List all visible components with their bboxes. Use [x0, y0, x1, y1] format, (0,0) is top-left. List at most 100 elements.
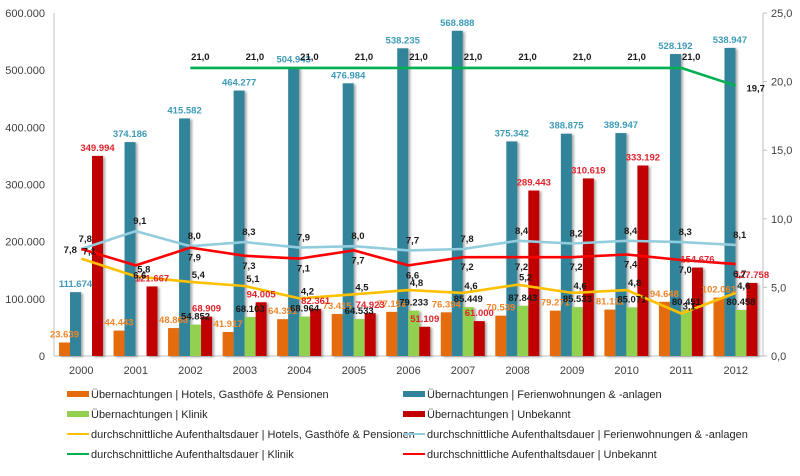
- bar-series-1-2012: [724, 47, 736, 356]
- left-axis-tick-label: 300.000: [5, 180, 45, 192]
- x-axis-tick-label: 2006: [396, 365, 420, 377]
- x-axis-tick-label: 2001: [124, 365, 148, 377]
- bar-series-1-2004: [288, 67, 300, 357]
- bar-series-0-2009: [549, 310, 561, 356]
- line-data-label: 7,0: [679, 265, 692, 276]
- line-data-label: 7,2: [570, 262, 583, 273]
- bar-data-label: 79.233: [399, 298, 428, 309]
- right-axis-tick-label: 20,0: [771, 77, 792, 89]
- line-data-label: 8,0: [351, 231, 364, 242]
- left-axis-tick-label: 500.000: [5, 65, 45, 77]
- bar-data-label: 68.103: [236, 304, 265, 315]
- x-axis-tick-label: 2000: [69, 365, 93, 377]
- line-data-label: 6,6: [133, 270, 146, 281]
- bar-series-2-2011: [680, 310, 692, 356]
- bar-data-label: 82.361: [301, 296, 331, 307]
- line-data-label: 7,7: [351, 255, 364, 266]
- bar-data-label: 374.186: [113, 129, 147, 140]
- legend-swatch-bar: [403, 391, 425, 397]
- right-axis-tick-label: 0,0: [771, 351, 786, 363]
- line-data-label: 9,1: [133, 216, 147, 227]
- legend-item[interactable]: Übernachtungen | Klinik: [67, 409, 208, 421]
- bar-data-label: 79.271: [541, 298, 571, 309]
- line-data-label: 5,4: [192, 270, 206, 281]
- line-data-label: 19,7: [746, 84, 765, 95]
- legend-item[interactable]: durchschnittliche Aufenthaltsdauer | Hot…: [67, 429, 415, 441]
- lines: [80, 66, 737, 315]
- bar-data-label: 528.192: [658, 41, 692, 52]
- bar-data-label: 94.005: [247, 289, 277, 300]
- bar-series-2-2003: [244, 317, 256, 356]
- bar-data-label: 333.192: [626, 153, 660, 164]
- bar-series-1-2000: [70, 292, 81, 356]
- line-data-label: 21,0: [246, 52, 265, 63]
- line-data-label: 7,2: [515, 262, 528, 273]
- line-series-5: [80, 229, 736, 252]
- bar-series-0-2006: [386, 311, 398, 356]
- legend: Übernachtungen | Hotels, Gasthöfe & Pens…: [67, 389, 748, 461]
- bar-series-0-2007: [440, 312, 452, 356]
- bar-series-3-2010: [637, 165, 649, 356]
- bar-series-0-2012: [713, 297, 725, 356]
- bar-series-1-2002: [179, 118, 191, 356]
- bar-series-2-2008: [517, 305, 529, 356]
- line-data-label: 7,1: [83, 247, 97, 258]
- bar-series-0-2002: [168, 328, 180, 356]
- legend-item[interactable]: Übernachtungen | Unbekannt: [403, 409, 571, 421]
- bar-series-1-2006: [397, 48, 409, 356]
- x-axis-tick-label: 2010: [614, 365, 638, 377]
- x-axis-tick-label: 2005: [342, 365, 366, 377]
- bar-data-label: 102.061: [702, 285, 737, 296]
- bar-series-1-2008: [506, 141, 518, 356]
- legend-item[interactable]: Übernachtungen | Ferienwohnungen & -anla…: [403, 389, 662, 401]
- legend-swatch-bar: [67, 391, 89, 397]
- legend-swatch-bar: [67, 411, 89, 417]
- line-data-label: 7,2: [460, 262, 473, 273]
- line-data-label: 21,0: [409, 52, 428, 63]
- bar-series-3-2012: [746, 282, 758, 356]
- bar-series-3-2011: [691, 267, 703, 356]
- bar-data-label: 289.443: [517, 178, 551, 189]
- bar-data-label: 23.639: [50, 329, 79, 340]
- legend-item[interactable]: durchschnittliche Aufenthaltsdauer | Fer…: [403, 429, 748, 441]
- bar-data-label: 389.947: [604, 120, 638, 131]
- legend-item[interactable]: Übernachtungen | Hotels, Gasthöfe & Pens…: [67, 389, 329, 401]
- line-data-label: 8,4: [624, 226, 638, 237]
- line-data-label: 4,6: [737, 281, 750, 292]
- bar-series-1-2009: [560, 133, 572, 356]
- bar-data-label: 94.648: [650, 289, 679, 300]
- right-axis-tick-label: 10,0: [771, 214, 792, 226]
- bar-series-2-2004: [299, 316, 311, 356]
- bar-data-label: 54.852: [181, 312, 210, 323]
- left-axis-tick-label: 400.000: [5, 122, 45, 134]
- bar-data-label: 415.582: [167, 105, 201, 116]
- bar-data-label: 68.964: [290, 304, 320, 315]
- bar-data-label: 127.758: [735, 270, 769, 281]
- line-data-label: 21,0: [464, 52, 483, 63]
- line-data-label: 7,9: [188, 253, 201, 264]
- bar-series-0-2008: [495, 315, 507, 356]
- bar-data-label: 464.277: [222, 78, 256, 89]
- line-series-4: [80, 257, 737, 315]
- line-data-label: 7,8: [460, 234, 473, 245]
- bar-series-3-2008: [528, 190, 540, 356]
- line-data-label: 5,2: [519, 273, 532, 284]
- line-data-label: 8,4: [515, 226, 529, 237]
- bar-data-label: 48.868: [159, 315, 188, 326]
- bar-data-label: 87.843: [508, 293, 537, 304]
- legend-item[interactable]: durchschnittliche Aufenthaltsdauer | Kli…: [67, 449, 294, 461]
- bar-series-3-2004: [310, 308, 322, 356]
- bar-data-label: 85.449: [454, 294, 483, 305]
- line-data-label: 4,5: [355, 282, 369, 293]
- line-data-label: 21,0: [355, 52, 374, 63]
- bar-data-label: 51.109: [410, 314, 439, 325]
- bar-data-label: 121.667: [135, 273, 169, 284]
- bar-data-label: 349.994: [80, 143, 115, 154]
- bar-series-3-2009: [582, 178, 594, 356]
- bar-series-3-2005: [364, 313, 376, 356]
- data-labels: 23.639 44.443 48.868 41.917 64.391 73.415 77.1…: [50, 18, 769, 341]
- bar-data-label: 111.674: [59, 279, 93, 290]
- legend-item[interactable]: durchschnittliche Aufenthaltsdauer | Unb…: [403, 449, 657, 461]
- line-data-label: 8,3: [679, 227, 692, 238]
